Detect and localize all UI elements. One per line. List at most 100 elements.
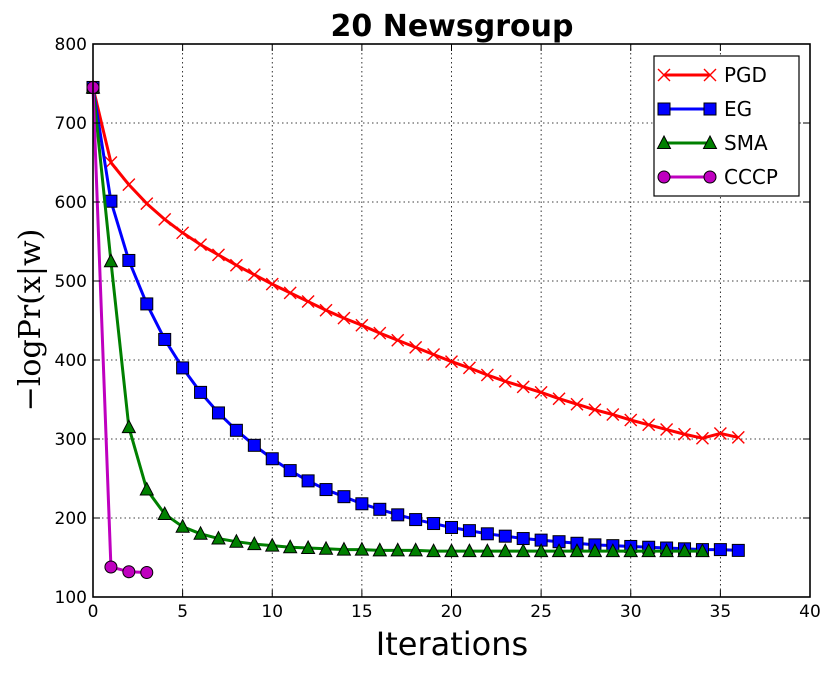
- data-point-pgd: [319, 303, 333, 317]
- y-tick-label: 600: [55, 193, 87, 213]
- data-point-sma: [587, 543, 603, 558]
- data-point-pgd: [552, 392, 566, 406]
- data-point-pgd: [695, 431, 709, 445]
- y-tick-label: 700: [55, 114, 87, 134]
- y-tick-label: 800: [55, 35, 87, 55]
- data-point-eg: [427, 517, 441, 531]
- data-point-sma: [462, 543, 477, 558]
- data-point-pgd: [660, 423, 674, 437]
- data-point-sma: [408, 542, 423, 557]
- data-point-sma: [282, 539, 298, 554]
- data-point-pgd: [211, 248, 225, 262]
- data-point-cccp: [122, 565, 136, 579]
- data-point-eg: [140, 297, 154, 311]
- data-point-eg: [391, 508, 405, 522]
- data-point-eg: [211, 406, 225, 420]
- data-point-sma: [121, 419, 137, 434]
- x-tick-label: 30: [620, 602, 642, 622]
- data-point-sma: [300, 539, 316, 555]
- data-point-pgd: [265, 277, 279, 291]
- data-point-pgd: [588, 403, 602, 417]
- series-line-cccp: [91, 87, 147, 575]
- legend-label-cccp: CCCP: [724, 165, 778, 189]
- chart-title: 20 Newsgroup: [331, 9, 574, 44]
- data-point-sma: [103, 253, 119, 268]
- data-point-sma: [264, 537, 280, 552]
- legend-marker-pgd: [657, 68, 671, 82]
- data-point-sma: [515, 543, 531, 558]
- data-point-eg: [462, 524, 476, 538]
- x-tick-label: 40: [799, 602, 821, 622]
- data-point-pgd: [498, 374, 512, 388]
- plot-series: [85, 79, 745, 580]
- data-point-pgd: [445, 355, 458, 369]
- x-tick-label: 0: [88, 602, 99, 622]
- x-tick-label: 25: [530, 602, 552, 622]
- data-point-sma: [551, 543, 567, 558]
- data-point-pgd: [158, 212, 172, 226]
- data-point-sma: [641, 543, 656, 558]
- data-point-pgd: [462, 361, 476, 375]
- y-tick-label: 400: [55, 351, 87, 371]
- legend-label-pgd: PGD: [724, 63, 767, 87]
- data-point-eg: [104, 194, 118, 208]
- data-point-sma: [318, 540, 334, 555]
- data-point-sma: [444, 543, 459, 558]
- series-pgd: [86, 80, 745, 445]
- data-point-pgd: [355, 318, 369, 332]
- x-tick-label: 35: [710, 602, 732, 622]
- data-point-sma: [695, 543, 710, 558]
- data-point-pgd: [480, 368, 494, 382]
- legend-label-eg: EG: [724, 97, 752, 121]
- data-point-sma: [390, 542, 406, 557]
- data-point-eg: [319, 483, 333, 497]
- y-axis-label: −logPr(x|w): [13, 229, 48, 412]
- x-axis-label: Iterations: [376, 625, 528, 663]
- data-point-pgd: [713, 426, 727, 440]
- data-point-eg: [194, 385, 208, 399]
- data-point-sma: [497, 543, 513, 558]
- data-point-eg: [355, 497, 369, 511]
- data-point-pgd: [194, 238, 208, 252]
- legend-entry-sma: SMA: [656, 131, 768, 155]
- data-point-pgd: [678, 427, 692, 441]
- data-point-eg: [445, 520, 458, 534]
- data-point-pgd: [427, 347, 441, 361]
- data-point-pgd: [229, 258, 243, 272]
- legend-entry-cccp: CCCP: [657, 165, 778, 189]
- data-point-sma: [533, 543, 549, 558]
- data-point-eg: [480, 527, 494, 541]
- data-point-eg: [265, 452, 279, 466]
- data-point-sma: [139, 481, 155, 496]
- y-tick-label: 200: [55, 509, 87, 529]
- data-point-sma: [354, 541, 370, 556]
- data-point-pgd: [373, 326, 387, 340]
- data-point-eg: [283, 464, 297, 478]
- data-point-eg: [337, 490, 351, 504]
- data-point-sma: [175, 518, 190, 533]
- legend-marker-pgd: [703, 68, 717, 82]
- series-sma: [85, 79, 710, 558]
- data-point-sma: [157, 505, 173, 521]
- data-point-eg: [409, 513, 423, 527]
- data-point-sma: [372, 542, 388, 557]
- data-point-pgd: [176, 226, 190, 240]
- data-point-sma: [426, 543, 441, 558]
- data-point-eg: [516, 532, 530, 546]
- y-tick-label: 500: [55, 272, 87, 292]
- legend-marker-cccp: [703, 170, 717, 184]
- data-point-pgd: [409, 340, 423, 354]
- data-point-eg: [713, 543, 727, 557]
- data-point-eg: [301, 474, 315, 488]
- data-point-sma: [605, 543, 621, 558]
- data-point-sma: [229, 533, 244, 548]
- data-point-pgd: [283, 286, 297, 300]
- legend-marker-eg: [657, 102, 671, 116]
- data-point-eg: [247, 438, 261, 452]
- legend-marker-cccp: [657, 170, 671, 184]
- data-point-pgd: [570, 397, 584, 411]
- data-point-pgd: [391, 333, 405, 347]
- data-point-eg: [498, 529, 512, 543]
- legend-marker-eg: [703, 102, 717, 116]
